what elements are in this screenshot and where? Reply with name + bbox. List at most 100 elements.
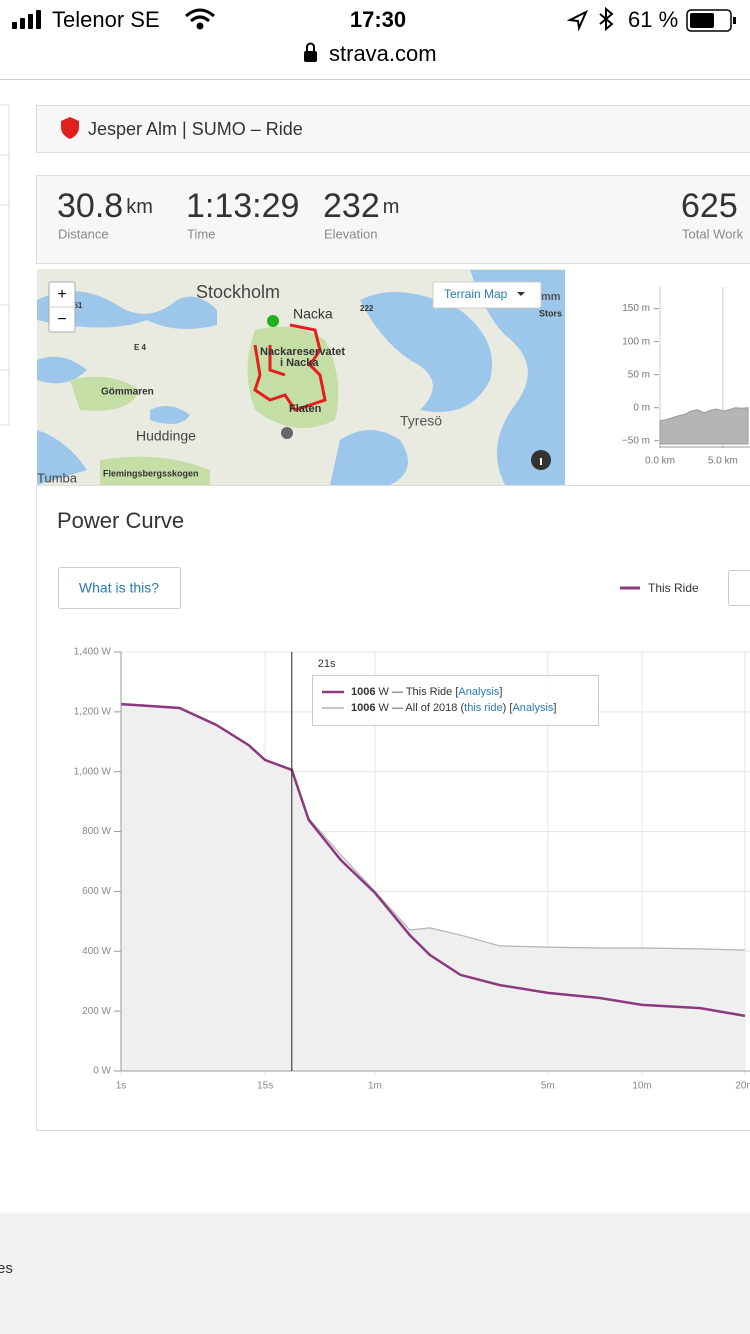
y-tick-label: 0 m	[633, 402, 650, 413]
x-tick-label: 0.0 km	[645, 456, 675, 467]
elevation-area	[659, 407, 749, 445]
tooltip-text: 1006	[351, 702, 375, 714]
y-tick-label: 400 W	[82, 946, 111, 957]
section-title: Power Curve	[57, 508, 184, 533]
shield-icon	[61, 117, 79, 139]
map	[37, 269, 565, 485]
terrain-map-button[interactable]	[432, 281, 542, 309]
y-tick-label: 800 W	[82, 826, 111, 837]
map-label: Gömmaren	[101, 387, 154, 398]
power-card	[36, 485, 750, 1131]
y-tick-label: 200 W	[82, 1006, 111, 1017]
y-tick-label: 150 m	[622, 303, 650, 314]
series-line	[120, 702, 746, 1018]
map-label: Tyresö	[400, 413, 442, 429]
x-tick-label: 15s	[257, 1081, 273, 1092]
series-area	[121, 703, 745, 1071]
tooltip-text: 1006	[351, 686, 375, 698]
y-tick-label: 1,000 W	[74, 766, 112, 777]
y-tick-label: 0 W	[93, 1066, 111, 1077]
help-button-label[interactable]: What is this?	[79, 580, 159, 596]
stat-unit: km	[126, 196, 153, 218]
map-label: Flemingsbergsskogen	[103, 468, 199, 478]
stat-number: 1:13:29	[186, 187, 299, 225]
stat-label: Elevation	[324, 226, 377, 241]
dropdown-caret	[517, 292, 525, 296]
map-label: i Nacka	[280, 357, 319, 369]
tooltip-text: W — This Ride [	[375, 686, 458, 698]
battery-level: 61 %	[628, 7, 678, 32]
stat-unit: m	[383, 196, 400, 218]
zoom-in[interactable]: +	[57, 286, 66, 303]
battery-icon	[686, 9, 736, 32]
stat-value: 1:13:29	[186, 187, 299, 225]
tooltip-link[interactable]: Analysis	[512, 702, 553, 714]
y-tick-label: 100 m	[622, 336, 650, 347]
x-tick-label: 20m	[735, 1081, 750, 1092]
zoom-out[interactable]: −	[57, 311, 66, 328]
tooltip-row: 1006 W — All of 2018 (this ride) [Analys…	[351, 702, 556, 714]
crosshair-label: 21s	[318, 658, 336, 670]
map-label: Nacka	[293, 306, 333, 322]
y-tick-label: 1,200 W	[74, 706, 112, 717]
x-tick-label: 5.0 km	[708, 456, 738, 467]
header-card	[36, 105, 750, 153]
map-label: mm	[541, 291, 561, 303]
y-tick-label: 50 m	[628, 369, 650, 380]
dropdown-stub[interactable]	[728, 570, 750, 606]
map-label: E 4	[134, 343, 147, 352]
activity-title: Jesper Alm | SUMO – Ride	[88, 119, 303, 139]
info-glyph	[540, 458, 542, 465]
map-label: Stockholm	[196, 282, 280, 302]
wifi-icon	[185, 8, 215, 30]
tooltip-row: 1006 W — This Ride [Analysis]	[351, 686, 502, 698]
footer-text: es	[0, 1260, 13, 1277]
carrier: Telenor SE	[52, 7, 160, 32]
url[interactable]: strava.com	[329, 41, 437, 66]
y-tick-label: 600 W	[82, 886, 111, 897]
tooltip-box	[312, 675, 599, 726]
footer	[0, 1213, 750, 1334]
stat-label: Distance	[58, 226, 109, 241]
tooltip-link[interactable]: Analysis	[458, 686, 499, 698]
x-tick-label: 1s	[116, 1081, 127, 1092]
map-label: Flaten	[289, 403, 322, 415]
signal-icon	[12, 10, 41, 29]
y-tick-label: 1,400 W	[74, 647, 112, 658]
terrain-map-label[interactable]: Terrain Map	[444, 287, 508, 301]
stat-number: 30.8	[57, 187, 123, 225]
x-tick-label: 5m	[541, 1081, 555, 1092]
stat-label: Total Work	[682, 226, 744, 241]
sidebar-stub	[0, 104, 10, 426]
bluetooth-icon	[599, 6, 614, 32]
location-icon	[566, 9, 589, 32]
tooltip-text: W — All of 2018 (	[375, 702, 464, 714]
tooltip-link[interactable]: this ride	[464, 702, 503, 714]
stat-value: 30.8 km	[57, 187, 153, 225]
map-label: 261	[69, 301, 83, 310]
map-label: Huddinge	[136, 428, 196, 444]
x-tick-label: 1m	[368, 1081, 382, 1092]
stat-number: 625	[681, 187, 738, 225]
lock-icon	[304, 42, 317, 62]
map-label: Tumba	[37, 470, 78, 485]
legend-label: This Ride	[648, 581, 699, 595]
stats-card	[36, 175, 750, 264]
x-tick-label: 10m	[632, 1081, 651, 1092]
clock: 17:30	[350, 7, 406, 32]
stat-label: Time	[187, 226, 215, 241]
tooltip-text: ]	[553, 702, 556, 714]
tooltip-text: ]	[499, 686, 502, 698]
help-button[interactable]	[58, 567, 181, 609]
map-label: 222	[360, 304, 374, 313]
map-label: Stors	[539, 308, 562, 318]
stat-number: 232	[323, 187, 380, 225]
tooltip-text: ) [	[503, 702, 513, 714]
stat-value: 232 m	[323, 187, 399, 225]
y-tick-label: −50 m	[622, 435, 650, 446]
stat-value: 625	[681, 187, 738, 225]
map-label: Nackareservatet	[260, 346, 345, 358]
map-zoom[interactable]	[48, 281, 76, 333]
